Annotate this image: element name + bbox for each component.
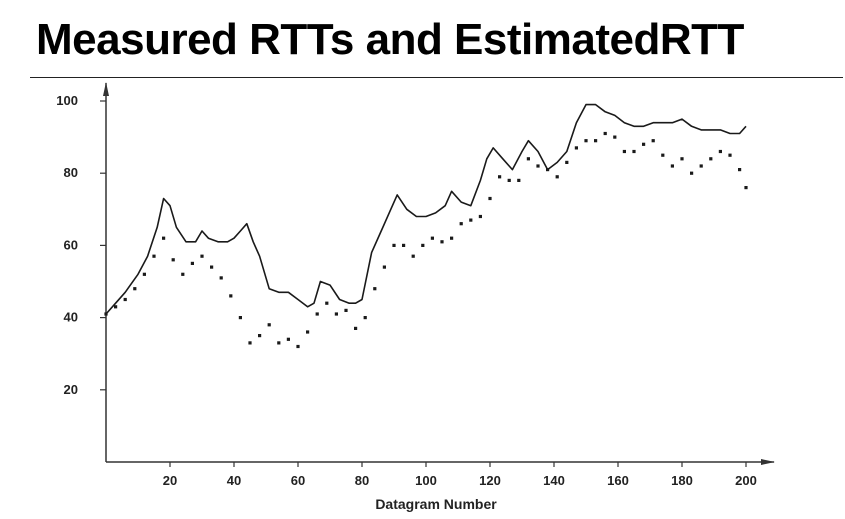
measured-rtt-point [459, 222, 463, 226]
x-tick-label: 140 [543, 473, 565, 488]
measured-rtt-point [258, 334, 262, 338]
measured-rtt-point [661, 153, 665, 157]
measured-rtt-point [642, 142, 646, 146]
measured-rtt-point [430, 236, 434, 240]
measured-rtt-point [680, 157, 684, 161]
measured-rtt-point [181, 272, 185, 276]
measured-rtt-point [114, 305, 118, 309]
measured-rtt-point [382, 265, 386, 269]
measured-rtt-point [354, 326, 358, 330]
measured-rtt-point [699, 164, 703, 168]
measured-rtt-point [123, 297, 127, 302]
measured-rtt-point [421, 243, 425, 247]
measured-rtt-point [546, 168, 550, 172]
measured-rtt-point [190, 261, 194, 265]
measured-rtt-point [238, 316, 242, 320]
measured-rtt-point [517, 178, 521, 182]
measured-rtt-point [450, 236, 454, 240]
measured-rtt-point [622, 149, 626, 154]
measured-rtt-point [315, 312, 319, 316]
measured-rtt-point [690, 171, 694, 175]
measured-rtt-point [373, 287, 377, 291]
measured-rtt-point [286, 337, 290, 341]
measured-rtt-point [402, 243, 406, 247]
x-tick-label: 120 [479, 473, 501, 488]
x-tick-label: 100 [415, 473, 437, 488]
measured-rtt-point [392, 243, 396, 247]
measured-rtt-point [536, 164, 540, 168]
measured-rtt-point [411, 254, 415, 258]
x-axis-label: Datagram Number [375, 496, 497, 512]
measured-rtt-point [277, 341, 281, 345]
measured-rtt-point [565, 160, 569, 164]
y-tick-label: 60 [64, 237, 78, 252]
measured-rtt-point [363, 316, 367, 320]
x-tick-label: 80 [355, 473, 369, 488]
measured-rtt-point [498, 175, 502, 179]
measured-rtt-point [584, 139, 588, 143]
measured-rtt-point [709, 157, 713, 161]
measured-rtt-point [306, 330, 310, 334]
x-tick-label: 60 [291, 473, 305, 488]
measured-rtt-point [603, 131, 607, 136]
measured-rtt-point [171, 258, 175, 262]
measured-rtt-point [478, 214, 482, 219]
measured-rtt-point [133, 287, 137, 291]
measured-rtt-point [738, 168, 742, 172]
measured-rtt-point [574, 146, 578, 150]
slide-title: Measured RTTs and EstimatedRTT [36, 15, 744, 64]
measured-rtt-point [344, 308, 348, 312]
measured-rtt-points [104, 131, 748, 349]
measured-rtt-point [200, 254, 204, 258]
measured-rtt-point [632, 149, 636, 154]
measured-rtt-point [526, 157, 530, 161]
measured-rtt-point [267, 323, 271, 327]
y-tick-label: 80 [64, 165, 78, 180]
measured-rtt-point [162, 236, 166, 240]
title-divider [30, 77, 843, 78]
measured-rtt-point [613, 135, 617, 139]
measured-rtt-point [334, 312, 338, 316]
measured-rtt-point [104, 312, 108, 316]
x-tick-label: 160 [607, 473, 629, 488]
measured-rtt-point [718, 149, 722, 154]
measured-rtt-point [744, 186, 748, 190]
measured-rtt-point [488, 196, 492, 201]
measured-rtt-point [152, 254, 156, 258]
x-tick-label: 40 [227, 473, 241, 488]
measured-rtt-point [728, 153, 732, 157]
estimated-rtt-line [105, 103, 747, 315]
y-tick-label: 100 [56, 93, 78, 108]
measured-rtt-point [229, 294, 233, 298]
measured-rtt-point [555, 175, 559, 179]
measured-rtt-point [507, 178, 511, 182]
measured-rtt-point [142, 272, 146, 276]
x-tick-label: 200 [735, 473, 757, 488]
measured-rtt-point [651, 139, 655, 143]
measured-rtt-point [219, 276, 223, 280]
y-tick-label: 20 [64, 382, 78, 397]
y-tick-label: 40 [64, 310, 78, 325]
measured-rtt-point [296, 344, 300, 349]
measured-rtt-point [325, 301, 329, 305]
x-tick-label: 20 [163, 473, 177, 488]
measured-rtt-point [440, 240, 444, 244]
measured-rtt-point [210, 265, 214, 269]
x-tick-label: 180 [671, 473, 693, 488]
measured-rtt-point [469, 218, 473, 222]
measured-rtt-point [670, 164, 674, 168]
measured-rtt-point [248, 341, 252, 345]
measured-rtt-point [594, 139, 598, 143]
